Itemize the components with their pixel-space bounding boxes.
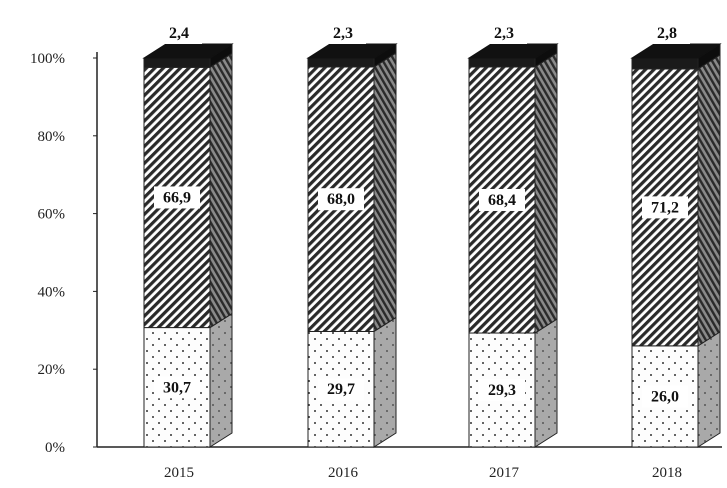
bar-segment-side bbox=[697, 53, 721, 347]
data-label: 2,8 bbox=[657, 25, 677, 42]
labels: 2015 30,7 66,9 2,4 2016 29,7 68,0 2,3 2017 29,3 68… bbox=[154, 22, 690, 481]
bars bbox=[142, 43, 722, 448]
bar-segment-side bbox=[373, 52, 397, 333]
bar-segment-side bbox=[697, 330, 721, 448]
y-tick-label: 100% bbox=[30, 51, 65, 67]
data-label-bg bbox=[154, 186, 200, 209]
x-category-label: 2018 bbox=[652, 465, 682, 481]
y-tick-label: 60% bbox=[38, 207, 66, 223]
data-label-bg bbox=[479, 188, 525, 211]
data-label-bg bbox=[642, 196, 688, 219]
data-label: 2,3 bbox=[333, 25, 353, 42]
y-tick-label: 20% bbox=[38, 362, 66, 378]
data-label-bg bbox=[318, 378, 364, 401]
bar-top-face bbox=[306, 43, 398, 59]
bar-segment-side bbox=[534, 52, 558, 334]
x-category-label: 2017 bbox=[489, 465, 520, 481]
data-label: 68,4 bbox=[488, 192, 516, 209]
data-label: 29,7 bbox=[327, 381, 355, 398]
bar-segment-side bbox=[209, 312, 233, 448]
data-label: 71,2 bbox=[651, 199, 679, 216]
y-tick-label: 80% bbox=[38, 129, 66, 145]
data-label-bg bbox=[479, 379, 525, 402]
data-label-bg bbox=[320, 22, 366, 44]
bar-segment-front bbox=[631, 57, 699, 70]
bar-segment-front bbox=[307, 57, 375, 68]
bar-segment-side bbox=[209, 52, 233, 329]
data-label-bg bbox=[642, 385, 688, 408]
bar-segment-side bbox=[373, 316, 397, 448]
x-category-label: 2016 bbox=[328, 465, 359, 481]
data-label: 2,3 bbox=[494, 25, 514, 42]
bar-segment-front bbox=[143, 57, 211, 68]
data-label: 30,7 bbox=[163, 379, 191, 396]
bar-segment-side bbox=[534, 318, 558, 448]
data-label: 68,0 bbox=[327, 191, 355, 208]
data-label: 26,0 bbox=[651, 388, 679, 405]
data-label-bg bbox=[481, 22, 527, 44]
x-category-label: 2015 bbox=[164, 465, 194, 481]
y-tick-label: 40% bbox=[38, 284, 66, 300]
data-label: 29,3 bbox=[488, 382, 516, 399]
y-tick-label: 0% bbox=[45, 440, 65, 456]
data-label-bg bbox=[644, 22, 690, 44]
bar-segment-front bbox=[468, 57, 536, 68]
data-label: 2,4 bbox=[169, 25, 189, 42]
data-label-bg bbox=[156, 22, 202, 44]
bar-top-face bbox=[142, 43, 234, 59]
bar-top-face bbox=[467, 43, 559, 59]
data-label-bg bbox=[154, 376, 200, 399]
data-label-bg bbox=[318, 188, 364, 211]
data-label: 66,9 bbox=[163, 189, 191, 206]
bar-top-face bbox=[630, 43, 722, 59]
